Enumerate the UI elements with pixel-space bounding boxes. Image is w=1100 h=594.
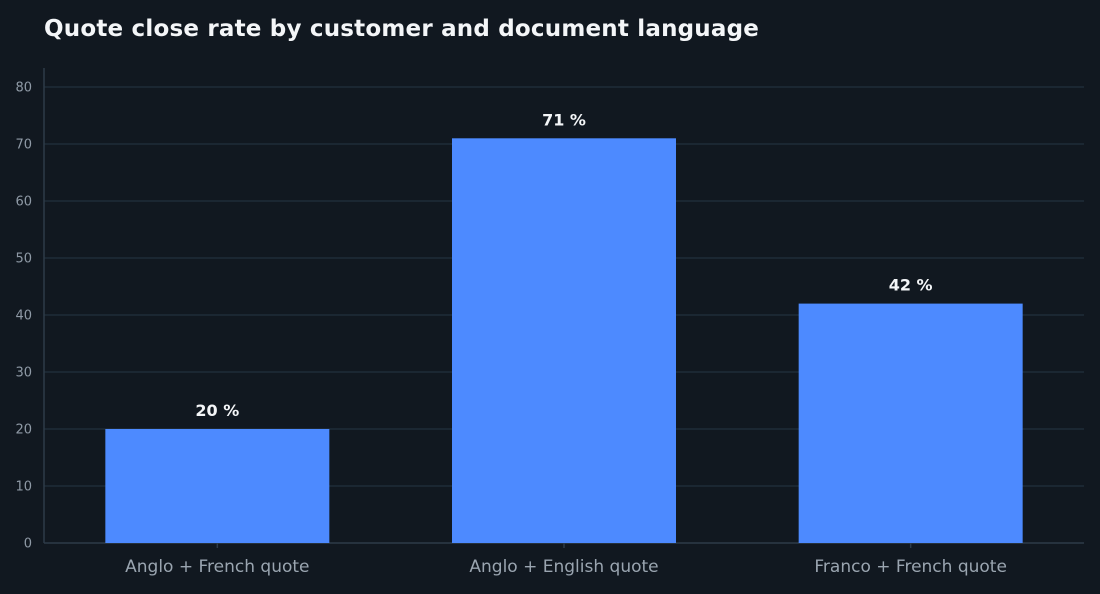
y-tick-label: 50 (15, 252, 32, 267)
bars (105, 138, 1023, 544)
y-tick-label: 0 (24, 537, 32, 552)
x-category-label: Anglo + English quote (469, 557, 658, 577)
x-category-label: Franco + French quote (814, 557, 1007, 577)
bar (452, 138, 676, 544)
data-label: 42 % (889, 276, 933, 295)
y-tick-label: 10 (15, 480, 32, 495)
x-category-label: Anglo + French quote (125, 557, 309, 577)
bar (798, 303, 1023, 543)
y-tick-label: 40 (15, 309, 32, 324)
data-label: 20 % (195, 401, 239, 420)
bar (105, 429, 330, 543)
y-tick-label: 70 (15, 138, 32, 153)
chart-title: Quote close rate by customer and documen… (44, 16, 760, 42)
y-tick-label: 60 (15, 195, 32, 210)
y-tick-label: 30 (15, 366, 32, 381)
data-label: 71 % (542, 110, 586, 129)
y-tick-label: 80 (15, 81, 32, 96)
y-tick-label: 20 (15, 423, 32, 438)
labels: 0 10 20 30 40 50 60 70 80 20 % Anglo + French quot… (15, 81, 1006, 578)
